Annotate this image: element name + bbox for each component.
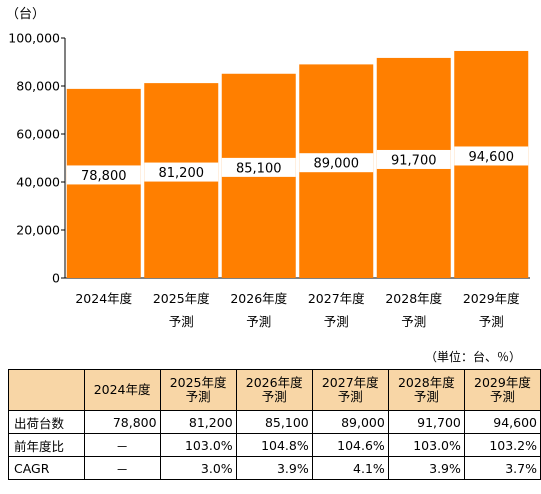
bar-chart: （台） 0 20,000 40,000 60,000 80,000 100,000 78,80… xyxy=(6,7,530,329)
table-row-cagr: CAGR － 3.0% 3.9% 4.1% 3.9% 3.7% xyxy=(8,456,541,480)
row-label: 出荷台数 xyxy=(8,410,85,434)
y-tick-label: 0 xyxy=(52,271,60,286)
data-label-background xyxy=(454,146,529,166)
data-label: 85,100 xyxy=(236,161,282,176)
table-cell: 91,700 xyxy=(387,410,465,434)
data-label: 81,200 xyxy=(159,166,205,181)
table-cell: 4.1% xyxy=(311,456,389,480)
data-label: 94,600 xyxy=(469,150,515,165)
data-label: 91,700 xyxy=(391,153,437,168)
table-row-yoy: 前年度比 － 103.0% 104.8% 104.6% 103.0% 103.2… xyxy=(8,433,541,457)
table-cell: － xyxy=(83,433,161,457)
y-tick-label: 100,000 xyxy=(8,31,60,46)
table-header-2027: 2027年度 予測 xyxy=(311,369,389,411)
y-tick-label: 60,000 xyxy=(16,127,60,142)
table-header-2028: 2028年度 予測 xyxy=(387,369,465,411)
table-unit-note: （単位：台、％） xyxy=(425,350,522,364)
x-tick-label: 予測 xyxy=(169,314,194,329)
table-cell: 103.0% xyxy=(387,433,465,457)
table-cell: 3.0% xyxy=(159,456,237,480)
table-cell: 81,200 xyxy=(159,410,237,434)
table-cell: 94,600 xyxy=(463,410,541,434)
data-label-background xyxy=(299,153,374,173)
data-label: 89,000 xyxy=(314,157,360,172)
table-cell: 85,100 xyxy=(235,410,313,434)
data-table: 2024年度 2025年度 予測 2026年度 予測 2027年度 予測 2028年度… xyxy=(8,369,541,480)
y-tick-label: 40,000 xyxy=(16,175,60,190)
x-tick-label: 予測 xyxy=(324,314,349,329)
table-header-corner xyxy=(8,369,85,411)
table-cell: 104.6% xyxy=(311,433,389,457)
x-tick-label: 2027年度 xyxy=(308,291,365,306)
data-label-background xyxy=(376,149,451,169)
table-cell: 3.9% xyxy=(387,456,465,480)
row-label: CAGR xyxy=(8,456,85,480)
table-header-row: 2024年度 2025年度 予測 2026年度 予測 2027年度 予測 2028年度… xyxy=(8,369,541,411)
x-tick-label: 予測 xyxy=(401,314,426,329)
y-tick-label: 20,000 xyxy=(16,223,60,238)
x-tick-label: 2029年度 xyxy=(463,291,520,306)
data-label-background xyxy=(144,162,219,182)
y-axis-unit-label: （台） xyxy=(6,7,45,22)
x-tick-label: 2024年度 xyxy=(75,291,132,306)
x-tick-label: 2028年度 xyxy=(385,291,442,306)
data-label: 78,800 xyxy=(81,169,127,184)
table-cell: 89,000 xyxy=(311,410,389,434)
table-header-2026: 2026年度 予測 xyxy=(235,369,313,411)
table-cell: 103.0% xyxy=(159,433,237,457)
table-cell: 3.7% xyxy=(463,456,541,480)
x-tick-label: 2026年度 xyxy=(230,291,287,306)
table-cell: 78,800 xyxy=(83,410,161,434)
table-cell: 3.9% xyxy=(235,456,313,480)
table-cell: 104.8% xyxy=(235,433,313,457)
table-cell: 103.2% xyxy=(463,433,541,457)
y-tick-label: 80,000 xyxy=(16,79,60,94)
row-label: 前年度比 xyxy=(8,433,85,457)
x-tick-label: 予測 xyxy=(246,314,271,329)
table-header-2024: 2024年度 xyxy=(83,369,161,411)
data-label-background xyxy=(221,157,296,177)
table-header-2025: 2025年度 予測 xyxy=(159,369,237,411)
x-tick-label: 予測 xyxy=(479,314,504,329)
table-cell: － xyxy=(83,456,161,480)
table-header-2029: 2029年度 予測 xyxy=(463,369,541,411)
x-tick-label: 2025年度 xyxy=(153,291,210,306)
table-row-shipments: 出荷台数 78,800 81,200 85,100 89,000 91,700 … xyxy=(8,410,541,434)
data-label-background xyxy=(66,165,141,185)
